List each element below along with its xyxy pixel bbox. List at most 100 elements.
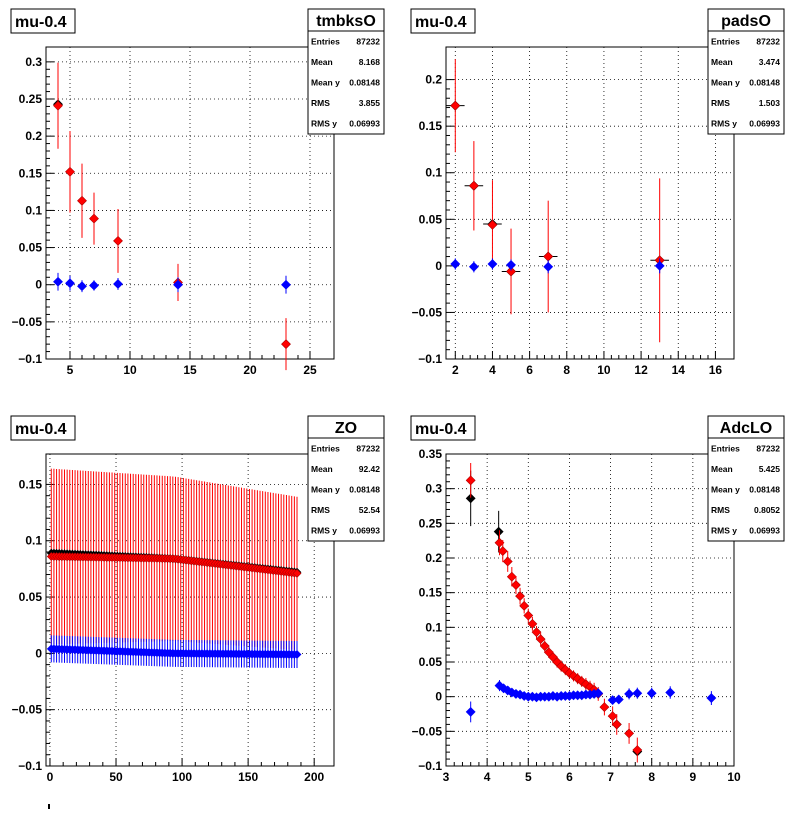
- panel-title: mu-0.4: [415, 14, 467, 31]
- data-layer: [465, 463, 717, 763]
- stats-value: 52.54: [359, 505, 381, 515]
- stats-label: RMS: [711, 505, 730, 515]
- stats-label: Mean: [711, 57, 733, 67]
- y-tick-label: −0.05: [412, 724, 443, 738]
- hist-name: AdcLO: [720, 420, 772, 437]
- panel-4: 3 4 5 6 7 8 9 10 −0.1 −0.05 0 0.05 0.1 0.15 0.2 0.25 0.3…: [410, 415, 785, 784]
- blue-point: [77, 281, 87, 292]
- black-point: [493, 526, 504, 537]
- stats-value: 0.06993: [349, 526, 380, 536]
- stats-value: 87232: [756, 443, 780, 453]
- blue-point: [173, 279, 183, 290]
- x-tick-label: 50: [109, 770, 123, 784]
- red-point: [535, 634, 546, 645]
- y-tick-label: 0.2: [425, 551, 442, 565]
- red-point: [77, 195, 87, 206]
- y-tick-label: 0.25: [19, 92, 43, 106]
- panel-2: 2 4 6 8 10 12 14 16 −0.1 −0.05 0 0.05 0.1 0.15 0.2 mu-0…: [410, 8, 785, 377]
- panel-title: mu-0.4: [15, 14, 67, 31]
- x-tick-label: 9: [690, 770, 697, 784]
- panel-title-box: [410, 8, 476, 34]
- red-point: [511, 580, 521, 590]
- stats-label: RMS y: [711, 119, 737, 129]
- x-tick-label: 25: [303, 363, 317, 377]
- blue-point: [292, 650, 302, 659]
- stats-label: RMS: [311, 98, 330, 108]
- y-tick-label: 0.05: [19, 241, 43, 255]
- blue-point: [506, 260, 516, 270]
- red-point: [531, 627, 542, 638]
- hist-name: ZO: [335, 420, 357, 437]
- stats-value: 0.08148: [749, 78, 780, 88]
- blue-point: [53, 276, 63, 287]
- hist-name: tmbksO: [316, 13, 376, 30]
- x-tick-label: 100: [172, 770, 192, 784]
- data-layer: [53, 62, 291, 371]
- blue-point: [281, 279, 291, 290]
- x-tick-label: 6: [526, 363, 533, 377]
- y-tick-label: 0.15: [419, 119, 443, 133]
- stats-value: 0.06993: [349, 119, 380, 129]
- panel-3: 0 50 100 150 200 −0.1 −0.05 0 0.05 0.1 0.15 mu-0.4 Z…: [10, 415, 385, 784]
- stats-label: Entries: [711, 36, 740, 46]
- data-layer: [446, 59, 669, 343]
- stats-label: RMS y: [711, 526, 737, 536]
- red-point: [506, 266, 516, 277]
- stats-label: Mean: [311, 57, 333, 67]
- red-point: [523, 610, 534, 621]
- stats-value: 0.06993: [749, 119, 780, 129]
- stray-mark: [48, 804, 50, 809]
- y-tick-label: −0.1: [18, 352, 42, 366]
- stats-label: Entries: [311, 36, 340, 46]
- x-tick-label: 4: [484, 770, 491, 784]
- stats-label: RMS y: [311, 526, 337, 536]
- stats-label: Entries: [711, 443, 740, 453]
- x-tick-label: 4: [489, 363, 496, 377]
- blue-point: [113, 279, 123, 289]
- y-tick-label: 0.1: [25, 534, 42, 548]
- blue-point: [654, 260, 665, 271]
- red-point: [487, 219, 498, 230]
- y-tick-label: 0.15: [419, 586, 443, 600]
- panel-title: mu-0.4: [15, 421, 67, 438]
- blue-point: [487, 259, 498, 269]
- x-tick-label: 8: [648, 770, 655, 784]
- stats-value: 0.06993: [749, 526, 780, 536]
- stats-value: 0.8052: [754, 505, 780, 515]
- stats-label: Mean: [711, 464, 733, 474]
- x-tick-label: 10: [123, 363, 137, 377]
- x-tick-label: 0: [47, 770, 54, 784]
- red-point: [607, 711, 618, 722]
- red-point: [53, 100, 63, 111]
- stats-label: Mean y: [711, 485, 740, 495]
- red-point: [515, 591, 525, 602]
- red-point: [624, 728, 635, 739]
- y-tick-label: −0.05: [12, 703, 43, 717]
- stats-value: 87232: [356, 443, 380, 453]
- y-tick-label: −0.1: [418, 352, 442, 366]
- x-tick-label: 7: [607, 770, 614, 784]
- red-point: [281, 339, 291, 350]
- x-tick-label: 8: [563, 363, 570, 377]
- red-point: [632, 745, 643, 755]
- y-tick-label: −0.1: [418, 759, 442, 773]
- y-tick-label: 0.1: [25, 203, 42, 217]
- stats-label: Mean: [311, 464, 333, 474]
- red-point: [497, 546, 508, 556]
- red-point: [502, 556, 513, 567]
- stats-box: [307, 437, 385, 542]
- red-point: [506, 571, 517, 582]
- y-tick-label: 0.3: [25, 55, 42, 69]
- stats-box: [307, 30, 385, 135]
- plot-frame: [45, 453, 335, 767]
- stats-value: 0.08148: [749, 485, 780, 495]
- stats-label: RMS y: [311, 119, 337, 129]
- y-tick-label: −0.05: [12, 315, 43, 329]
- y-tick-label: 0: [435, 690, 442, 704]
- y-tick-label: 0.2: [425, 73, 442, 87]
- x-tick-label: 16: [709, 363, 723, 377]
- red-point: [468, 180, 479, 191]
- stats-box: [707, 437, 785, 542]
- blue-point: [665, 687, 676, 698]
- hist-name: padsO: [721, 13, 771, 30]
